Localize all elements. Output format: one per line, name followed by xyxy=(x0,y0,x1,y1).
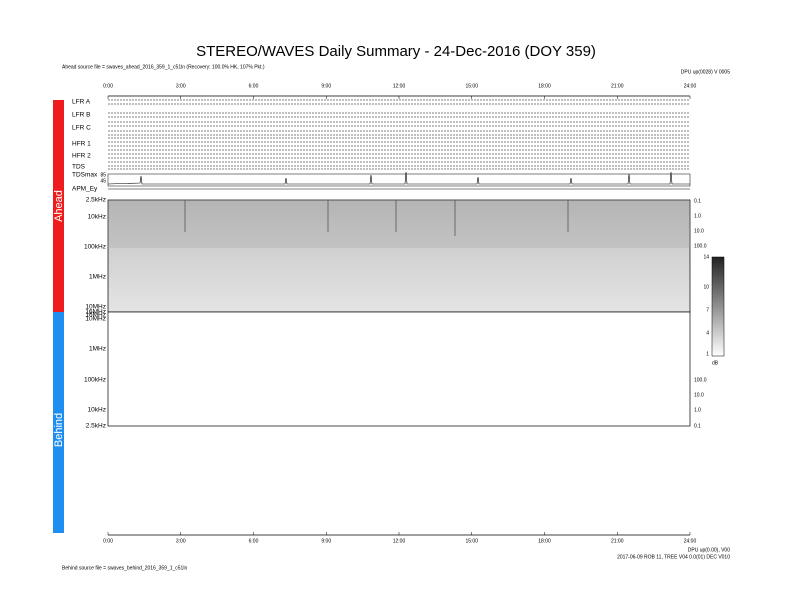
colorbar-tick: 4 xyxy=(706,330,709,336)
panel-label: TDSmax xyxy=(72,172,98,179)
freq-label: 0.1 xyxy=(694,423,701,429)
time-label: 6:00 xyxy=(249,538,259,544)
ahead-bar xyxy=(53,100,64,312)
freq-label: 100kHz xyxy=(84,244,106,251)
time-label: 15:00 xyxy=(465,538,478,544)
freq-label: 1MHz xyxy=(89,274,106,281)
panel-label: APM_Ey xyxy=(72,186,98,193)
colorbar xyxy=(711,256,725,357)
panel-label: LFR A xyxy=(72,99,91,106)
time-label: 21:00 xyxy=(611,83,624,89)
footer-note: DPU up(0.00), V00 xyxy=(688,547,730,553)
time-label: 18:00 xyxy=(538,83,551,89)
freq-label: 2.5kHz xyxy=(86,197,106,204)
freq-label: 16MHz xyxy=(85,309,106,316)
behind-source: Behind source file = swaves_behind_2016_… xyxy=(62,565,187,571)
time-label: 9:00 xyxy=(321,83,331,89)
panel-label: LFR B xyxy=(72,112,90,119)
colorbar-unit: dB xyxy=(712,360,719,366)
freq-label: 1MHz xyxy=(89,346,106,353)
freq-label: 100.0 xyxy=(694,243,707,249)
behind-bar xyxy=(53,312,64,533)
freq-label: 100.0 xyxy=(694,377,707,383)
panel-label: HFR 2 xyxy=(72,153,91,160)
time-label: 6:00 xyxy=(249,83,259,89)
time-label: 15:00 xyxy=(465,83,478,89)
time-label: 0:00 xyxy=(103,83,113,89)
time-label: 24:00 xyxy=(684,83,697,89)
colorbar-tick: 1 xyxy=(706,351,709,357)
panel-label: LFR C xyxy=(72,125,91,132)
freq-label: 0.1 xyxy=(694,198,701,204)
ahead-spectrogram xyxy=(107,199,691,313)
behind-label: Behind xyxy=(53,413,65,447)
colorbar-tick: 14 xyxy=(703,254,709,260)
ahead-label: Ahead xyxy=(53,190,65,222)
time-label: 12:00 xyxy=(393,83,406,89)
time-label: 9:00 xyxy=(321,538,331,544)
time-label: 21:00 xyxy=(611,538,624,544)
time-label: 12:00 xyxy=(393,538,406,544)
behind-spectrogram xyxy=(107,311,691,427)
title: STEREO/WAVES Daily Summary - 24-Dec-2016… xyxy=(196,43,596,60)
tds-panel xyxy=(107,173,691,187)
colorbar-tick: 10 xyxy=(703,284,709,290)
tds-trace xyxy=(107,171,690,185)
time-label: 3:00 xyxy=(176,538,186,544)
footer-note: 2017-06-09 ROB 11, TREE V04 0.0(01) DEC … xyxy=(617,554,730,560)
freq-label: 10.0 xyxy=(694,392,704,398)
freq-label: 10MHz xyxy=(85,304,106,311)
panel-label: TDS xyxy=(72,164,86,171)
time-label: 0:00 xyxy=(103,538,113,544)
freq-label: 10MHz xyxy=(85,316,106,323)
tdsmax-tick: 85 xyxy=(100,172,106,178)
panel-label: HFR 1 xyxy=(72,141,91,148)
right-note: DPU up(0028) V 0005 xyxy=(681,69,730,75)
freq-label: 10kHz xyxy=(88,214,106,221)
ahead-spectrogram-band xyxy=(108,200,690,248)
ahead-source: Ahead source file = swaves_ahead_2016_35… xyxy=(62,64,265,70)
freq-label: 10kHz xyxy=(88,407,106,414)
freq-label: 2.5kHz xyxy=(86,423,106,430)
time-label: 3:00 xyxy=(176,83,186,89)
time-label: 24:00 xyxy=(684,538,697,544)
colorbar-tick: 7 xyxy=(706,307,709,313)
freq-label: 10.0 xyxy=(694,228,704,234)
tdsmax-tick: 45 xyxy=(100,178,106,184)
freq-label: 1.0 xyxy=(694,407,701,413)
freq-label: 16MHz xyxy=(85,312,106,319)
freq-label: 1.0 xyxy=(694,213,701,219)
freq-label: 100kHz xyxy=(84,377,106,384)
time-label: 18:00 xyxy=(538,538,551,544)
